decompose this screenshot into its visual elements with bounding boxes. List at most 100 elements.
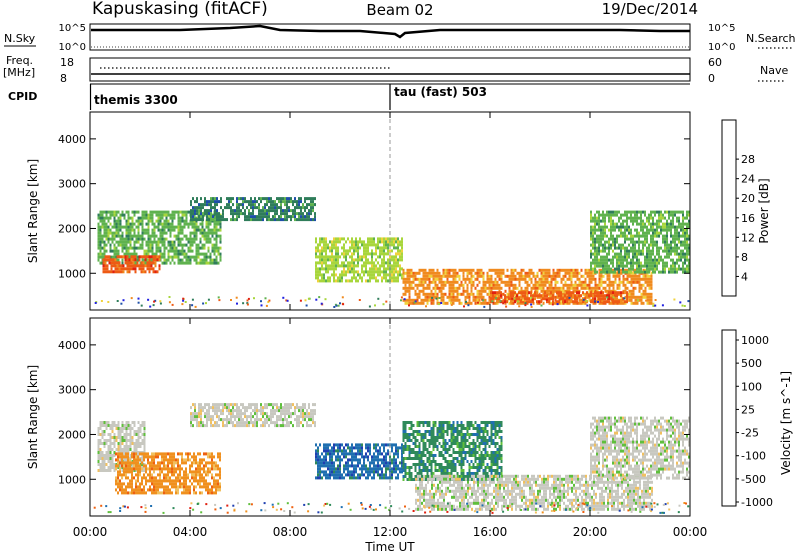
echo-cell	[574, 283, 577, 287]
echo-cell	[594, 243, 596, 247]
echo-cell	[666, 243, 668, 247]
echo-cell	[610, 291, 612, 295]
echo-cell	[371, 237, 373, 241]
echo-cell	[624, 225, 626, 229]
echo-cell	[155, 452, 157, 456]
echo-cell	[171, 491, 173, 495]
echo-cell	[143, 228, 146, 232]
echo-cell	[155, 249, 158, 253]
echo-cell	[440, 274, 443, 278]
echo-cell	[520, 277, 523, 281]
echo-cell	[424, 280, 427, 284]
echo-cell	[165, 210, 168, 214]
echo-cell	[201, 225, 204, 229]
echo-cell	[267, 301, 270, 303]
echo-cell	[99, 442, 102, 445]
echo-cell	[452, 271, 455, 275]
echo-cell	[215, 488, 217, 492]
echo-cell	[576, 294, 578, 298]
echo-cell	[357, 261, 359, 265]
echo-cell	[412, 277, 415, 281]
echo-cell	[640, 283, 643, 287]
echo-cell	[674, 249, 676, 253]
echo-cell	[187, 488, 189, 492]
echo-cell	[217, 479, 219, 483]
echo-cell	[658, 219, 660, 223]
echo-cell	[205, 261, 208, 265]
echo-cell	[614, 225, 616, 229]
echo-cell	[314, 218, 316, 222]
echo-cell	[343, 270, 345, 274]
echo-cell	[258, 197, 260, 201]
echo-cell	[490, 280, 493, 284]
echo-cell	[203, 476, 205, 480]
echo-cell	[260, 304, 263, 307]
echo-cell	[556, 295, 559, 299]
echo-cell	[133, 452, 135, 456]
echo-cell	[185, 243, 188, 247]
echo-cell	[146, 255, 149, 259]
echo-cell	[468, 301, 471, 305]
echo-cell	[644, 270, 646, 274]
echo-cell	[218, 406, 220, 410]
echo-cell	[550, 283, 553, 287]
echo-cell	[105, 442, 108, 445]
echo-cell	[135, 439, 138, 442]
echo-cell	[308, 209, 310, 213]
echo-cell	[598, 240, 600, 244]
echo-cell	[205, 252, 208, 256]
echo-cell	[123, 243, 126, 247]
echo-cell	[406, 274, 409, 278]
echo-cell	[107, 433, 110, 436]
echo-cell	[440, 302, 443, 304]
echo-cell	[321, 279, 323, 283]
echo-cell	[317, 276, 319, 280]
echo-cell	[466, 283, 469, 287]
echo-cell	[159, 252, 162, 256]
echo-cell	[137, 436, 140, 439]
echo-cell	[530, 286, 533, 290]
echo-cell	[191, 222, 194, 226]
echo-cell	[558, 291, 560, 295]
echo-cell	[616, 261, 618, 265]
echo-cell	[391, 255, 393, 259]
echo-cell	[103, 457, 106, 460]
echo-cell	[578, 301, 581, 305]
echo-cell	[131, 482, 133, 486]
echo-cell	[177, 231, 180, 235]
echo-cell	[99, 240, 102, 244]
echo-cell	[179, 252, 182, 256]
echo-cell	[682, 225, 684, 229]
echo-cell	[554, 283, 557, 287]
echo-cell	[286, 299, 289, 302]
echo-cell	[226, 197, 228, 201]
echo-cell	[117, 216, 120, 220]
echo-cell	[608, 237, 610, 241]
echo-cell	[546, 286, 549, 290]
echo-cell	[422, 280, 425, 284]
echo-cell	[106, 258, 109, 262]
echo-cell	[147, 219, 150, 223]
echo-cell	[682, 249, 684, 253]
echo-cell	[161, 261, 164, 265]
echo-cell	[179, 464, 181, 468]
echo-cell	[276, 218, 278, 222]
echo-cell	[157, 240, 160, 244]
echo-cell	[502, 300, 504, 304]
echo-cell	[159, 302, 162, 305]
echo-cell	[155, 234, 158, 238]
echo-cell	[101, 436, 104, 439]
echo-cell	[630, 264, 632, 268]
echo-cell	[153, 485, 155, 489]
echo-cell	[115, 424, 118, 427]
echo-cell	[676, 219, 678, 223]
echo-cell	[686, 234, 688, 238]
echo-cell	[99, 219, 102, 223]
echo-cell	[552, 297, 554, 301]
echo-cell	[133, 231, 136, 235]
echo-cell	[598, 222, 600, 226]
echo-cell	[135, 445, 138, 448]
echo-cell	[165, 467, 167, 471]
echo-cell	[238, 215, 240, 219]
echo-cell	[660, 231, 662, 235]
